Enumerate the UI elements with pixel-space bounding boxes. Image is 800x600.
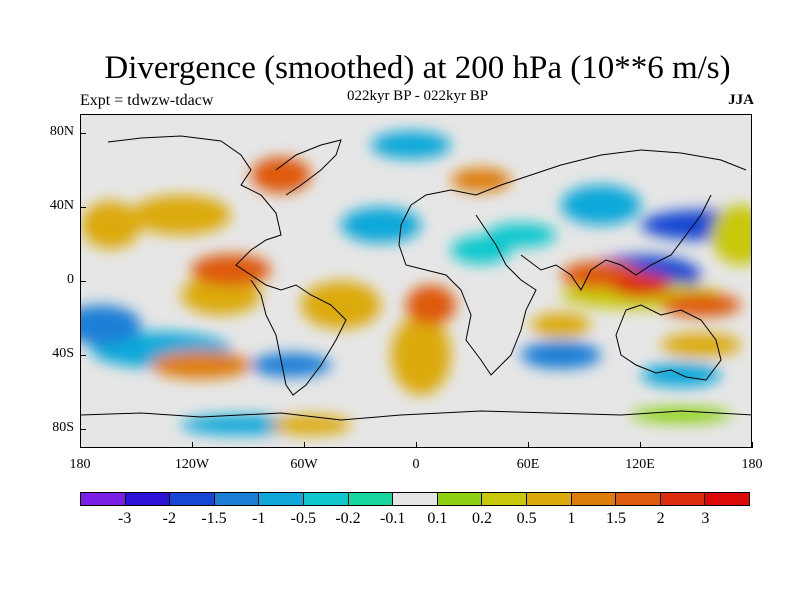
colorbar-swatch-14 <box>705 493 749 505</box>
coastline-antarctica <box>81 410 751 421</box>
colorbar-swatch-7 <box>393 493 438 505</box>
experiment-label: Expt = tdwzw-tdacw <box>80 92 214 109</box>
colorbar-label-8: 0.2 <box>472 510 492 527</box>
lat-tick-1 <box>80 206 86 208</box>
colorbar-label-9: 0.5 <box>516 510 537 527</box>
divergence-blob-22 <box>191 254 271 286</box>
divergence-blob-24 <box>251 157 311 193</box>
lat-tick-3 <box>80 355 86 357</box>
divergence-blob-18 <box>81 201 141 249</box>
divergence-blob-29 <box>271 415 351 435</box>
colorbar-label-3: -1 <box>251 510 266 527</box>
coastline-south-asia <box>520 194 712 291</box>
divergence-blob-9 <box>181 415 301 435</box>
colorbar-swatch-3 <box>214 493 260 505</box>
colorbar-swatch-13 <box>660 493 706 505</box>
divergence-field <box>81 131 751 435</box>
coastlines <box>81 135 751 421</box>
colorbar-label-11: 1.5 <box>606 510 626 527</box>
divergence-blob-28 <box>531 313 591 337</box>
divergence-blob-1 <box>251 353 331 377</box>
coastline-eurasia-north <box>410 149 747 206</box>
lon-tick-3 <box>416 442 417 448</box>
lon-label-5: 120E <box>625 457 655 472</box>
colorbar-swatch-1 <box>125 493 171 505</box>
colorbar-label-7: 0.1 <box>427 510 448 527</box>
divergence-blob-23 <box>661 333 741 357</box>
colorbar-label-2: -1.5 <box>201 510 227 527</box>
lat-label-3: 40S <box>52 346 74 362</box>
divergence-blob-3 <box>486 223 556 247</box>
lon-tick-0 <box>80 442 81 448</box>
colorbar-label-12: 2 <box>656 510 665 527</box>
colorbar-swatch-12 <box>616 493 661 505</box>
divergence-blob-30 <box>151 351 251 379</box>
divergence-blob-15 <box>391 315 451 395</box>
colorbar-swatch-8 <box>437 493 483 505</box>
divergence-blob-31 <box>631 407 731 423</box>
lon-tick-6 <box>752 442 753 448</box>
divergence-map <box>81 115 751 447</box>
lat-label-1: 40N <box>49 197 74 213</box>
colorbar-label-6: -0.1 <box>379 510 406 527</box>
coastline-australia <box>615 304 722 381</box>
lat-label-2: 0 <box>67 272 74 287</box>
colorbar-swatch-5 <box>303 493 349 505</box>
lon-tick-4 <box>528 442 529 448</box>
colorbar-label-13: 3 <box>701 510 710 527</box>
divergence-blob-6 <box>371 131 451 159</box>
divergence-blob-14 <box>301 281 381 329</box>
colorbar-swatch-6 <box>348 493 394 505</box>
divergence-blob-13 <box>131 195 231 235</box>
colorbar-swatch-11 <box>571 493 617 505</box>
colorbar-label-0: -3 <box>117 510 132 527</box>
divergence-blob-11 <box>521 341 601 369</box>
map-panel <box>80 114 752 448</box>
lon-tick-5 <box>640 442 641 448</box>
coastline-greenland <box>275 139 342 196</box>
colorbar-label-1: -2 <box>162 510 176 527</box>
colorbar-swatch-10 <box>526 493 572 505</box>
period-label: 022kyr BP - 022kyr BP <box>346 88 489 104</box>
lon-label-6: 180 <box>741 457 763 472</box>
divergence-blob-27 <box>711 205 751 265</box>
divergence-blob-5 <box>341 207 421 243</box>
colorbar-label-10: 1 <box>567 510 576 527</box>
coastline-africa <box>398 204 537 376</box>
divergence-blob-26 <box>661 293 741 317</box>
chart-title: Divergence (smoothed) at 200 hPa (10**6 … <box>104 50 731 86</box>
season-label: JJA <box>728 92 754 108</box>
lon-label-3: 0 <box>412 457 420 472</box>
divergence-blob-4 <box>81 305 141 345</box>
divergence-blob-25 <box>451 168 511 192</box>
lon-label-2: 60W <box>290 457 318 472</box>
lon-label-1: 120W <box>174 457 210 472</box>
divergence-blob-7 <box>561 185 641 225</box>
colorbar-swatch-4 <box>259 493 304 505</box>
lon-label-0: 180 <box>69 457 91 472</box>
lat-tick-0 <box>80 132 86 134</box>
lon-tick-1 <box>192 442 193 448</box>
divergence-blob-19 <box>406 285 456 325</box>
colorbar <box>80 492 750 506</box>
lat-label-4: 80S <box>52 420 74 436</box>
colorbar-swatch-2 <box>170 493 215 505</box>
colorbar-label-5: -0.2 <box>335 510 361 527</box>
coastline-americas <box>107 135 347 396</box>
lat-tick-2 <box>80 281 86 282</box>
colorbar-swatch-9 <box>482 493 527 505</box>
lat-tick-4 <box>80 429 86 431</box>
lon-tick-2 <box>304 442 305 448</box>
lon-label-4: 60E <box>516 457 540 472</box>
colorbar-label-4: -0.5 <box>290 510 316 527</box>
lat-label-0: 80N <box>49 123 74 139</box>
divergence-blob-21 <box>611 273 671 297</box>
colorbar-swatch-0 <box>81 493 126 505</box>
